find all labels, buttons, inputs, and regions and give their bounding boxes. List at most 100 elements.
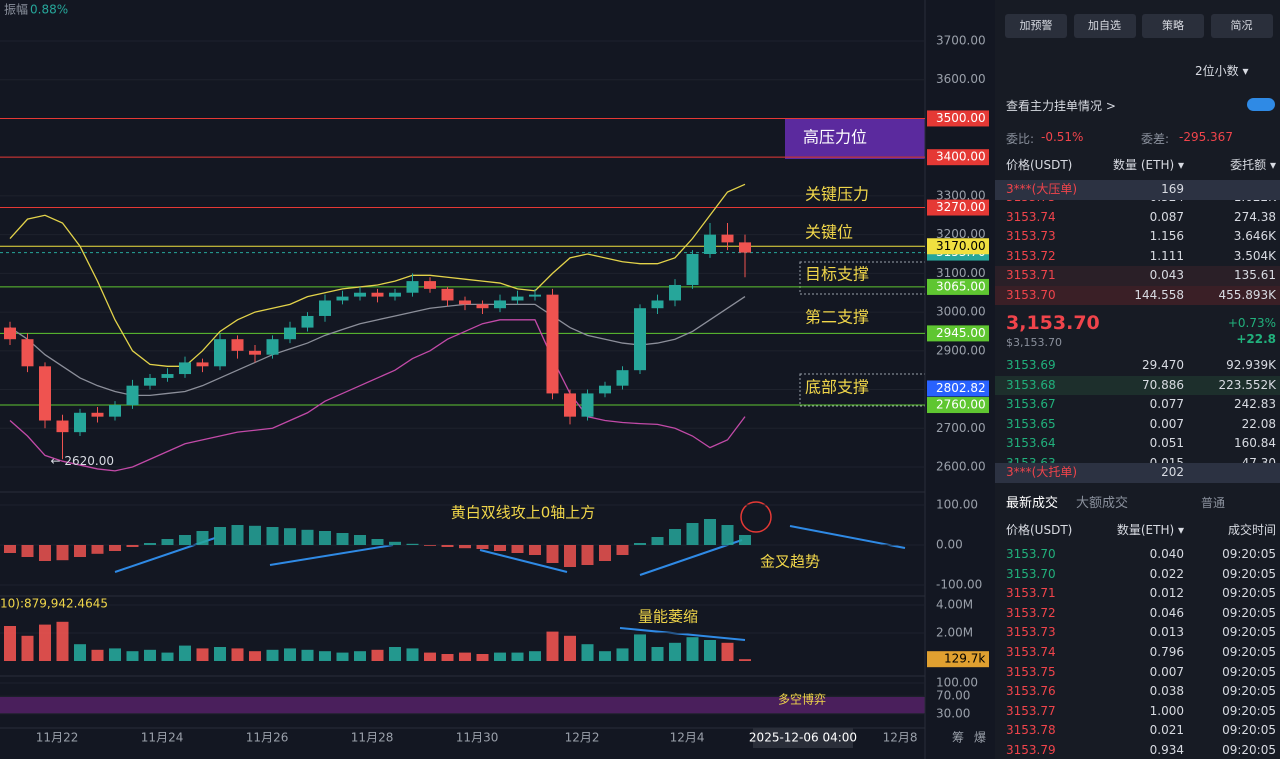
macd-bar bbox=[529, 545, 541, 555]
level-box bbox=[927, 325, 989, 342]
candle-body bbox=[354, 292, 366, 297]
candle-body bbox=[266, 339, 279, 355]
rsi-band bbox=[0, 697, 925, 714]
trade-row: 3153.71 0.012 09:20:05 bbox=[995, 584, 1280, 604]
macd-bar bbox=[494, 545, 506, 551]
candle-body bbox=[109, 405, 121, 417]
amplitude-label: 振幅 bbox=[4, 2, 28, 17]
cell: 0.077 bbox=[1149, 397, 1184, 411]
button[interactable]: 策略 bbox=[1142, 14, 1204, 38]
last-price: 3,153.70 bbox=[1006, 312, 1100, 334]
bid-row: 3153.64 0.051 160.84 bbox=[995, 434, 1280, 454]
trade-row: 3153.70 0.040 09:20:05 bbox=[995, 545, 1280, 565]
last-usd: $3,153.70 bbox=[1006, 336, 1062, 349]
candle-body bbox=[459, 300, 471, 305]
candle-body bbox=[651, 300, 664, 309]
cell: 价格(USDT) bbox=[1006, 523, 1073, 537]
cell: 1.156 bbox=[1149, 229, 1184, 243]
volume-bar bbox=[91, 649, 104, 661]
candle-body bbox=[319, 300, 331, 316]
trade-row: 3153.72 0.046 09:20:05 bbox=[995, 604, 1280, 624]
button[interactable]: 加预警 bbox=[1005, 14, 1067, 38]
volume-bar bbox=[214, 647, 226, 661]
y-tick-label: 30.00 bbox=[936, 706, 970, 720]
macd-bar bbox=[249, 525, 261, 545]
y-tick-label: 3700.00 bbox=[936, 34, 986, 48]
bid-row: 3153.67 0.077 242.83 bbox=[995, 395, 1280, 415]
cell: 0.021 bbox=[1149, 723, 1184, 738]
cell: 0.040 bbox=[1149, 547, 1184, 561]
cell: 0.046 bbox=[1149, 605, 1184, 620]
crosshair-time-box bbox=[753, 728, 853, 748]
candle-body bbox=[91, 412, 104, 417]
candle-body bbox=[721, 234, 734, 243]
cell: 3153.71 bbox=[1006, 586, 1056, 601]
volume-bar bbox=[511, 652, 524, 661]
candle-body bbox=[371, 292, 384, 297]
cell: 3153.72 bbox=[1006, 605, 1056, 620]
volume-bar bbox=[354, 651, 366, 661]
y-tick-label: 4.00M bbox=[936, 598, 973, 612]
panel-separators bbox=[0, 0, 926, 759]
cell: 455.893K bbox=[1218, 287, 1277, 302]
macd-bar bbox=[266, 527, 279, 545]
y-tick-label: 2900.00 bbox=[936, 343, 986, 357]
annotation: 量能萎缩 bbox=[638, 608, 698, 626]
macd-bar bbox=[179, 535, 191, 545]
volume-bar bbox=[581, 644, 594, 661]
cell: 3153.75 bbox=[1006, 664, 1056, 679]
trade-header: 价格(USDT) 数量(ETH) ▾ 成交时间 bbox=[995, 521, 1280, 541]
cell: 202 bbox=[1161, 465, 1184, 479]
trade-row: 3153.76 0.038 09:20:05 bbox=[995, 682, 1280, 702]
macd-bar bbox=[161, 539, 174, 545]
trade-row: 3153.79 0.934 09:20:05 bbox=[995, 741, 1280, 759]
candle-body bbox=[476, 304, 489, 309]
volume-bar bbox=[406, 648, 419, 661]
ask-row: 3153.74 0.087 274.38 bbox=[995, 208, 1280, 228]
volume-bar bbox=[494, 652, 506, 661]
y-tick-label: 3200.00 bbox=[936, 227, 986, 241]
ask-row: 3153.72 1.111 3.504K bbox=[995, 247, 1280, 267]
cell: 0.013 bbox=[1149, 625, 1184, 640]
volume-marker-label: 129.7k bbox=[944, 652, 985, 666]
cell: 3153.73 bbox=[1006, 229, 1056, 243]
button[interactable]: 简况 bbox=[1210, 14, 1273, 38]
candle-body bbox=[424, 281, 436, 289]
macd-bar bbox=[319, 531, 331, 545]
button[interactable]: 加自选 bbox=[1073, 14, 1136, 38]
cell: 29.470 bbox=[1142, 358, 1184, 372]
candle-body bbox=[616, 370, 629, 386]
candle-body bbox=[406, 281, 419, 293]
cell: 0.087 bbox=[1149, 209, 1184, 224]
candle-body bbox=[529, 294, 541, 297]
macd-bar bbox=[371, 539, 384, 545]
cell: 0.796 bbox=[1149, 645, 1184, 659]
candle-body bbox=[564, 393, 576, 417]
trade-row: 3153.70 0.022 09:20:05 bbox=[995, 565, 1280, 585]
x-tick-label: 11月28 bbox=[351, 731, 394, 745]
cell: 09:20:05 bbox=[1222, 684, 1276, 699]
level-box bbox=[927, 278, 989, 295]
candle-body bbox=[126, 385, 139, 406]
cell: 0.022 bbox=[1149, 566, 1184, 581]
main-orders: 查看主力挂单情况 > bbox=[1006, 99, 1116, 113]
macd-bar bbox=[599, 545, 611, 561]
cell: 3153.72 bbox=[1006, 248, 1056, 263]
cell: 70.886 bbox=[1142, 377, 1184, 392]
cell: 09:20:05 bbox=[1222, 723, 1276, 738]
annotation: 关键压力 bbox=[805, 185, 869, 204]
cell: 22.08 bbox=[1241, 416, 1276, 431]
volume-bar bbox=[616, 648, 629, 661]
volume-bar bbox=[599, 651, 611, 661]
highlight-circle bbox=[740, 501, 772, 533]
ask-row: 3153.70 144.558 455.893K bbox=[995, 285, 1280, 305]
cell: 3153.65 bbox=[1006, 416, 1056, 431]
annotation: 第二支撑 bbox=[805, 308, 869, 327]
y-tick-label: 100.00 bbox=[936, 498, 978, 512]
book-header: 价格(USDT) 数量 (ETH) ▾ 委托额 ▾ bbox=[995, 156, 1280, 176]
volume-bar bbox=[144, 649, 156, 661]
volume-bar bbox=[56, 621, 69, 661]
cell: 0.007 bbox=[1149, 416, 1184, 431]
macd-bar bbox=[21, 545, 34, 557]
